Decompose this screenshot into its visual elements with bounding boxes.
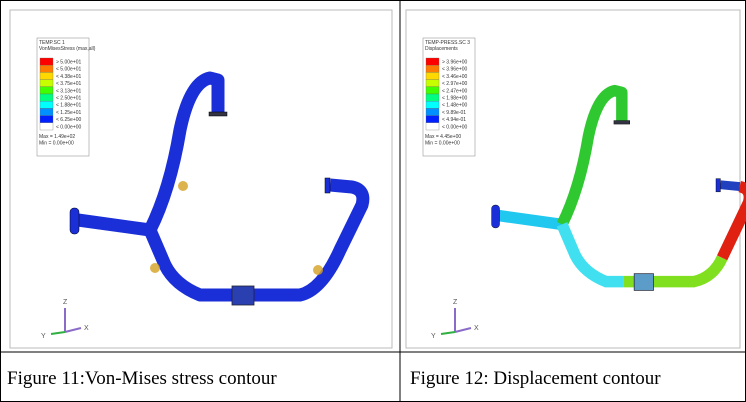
- page: TEMP.SC 1VonMisesStress (max,all)> 5.00e…: [0, 0, 746, 402]
- legend-label: < 9.89e-01: [442, 110, 466, 116]
- axis-label: X: [474, 325, 479, 332]
- axis-label: X: [84, 325, 89, 332]
- pipe: [720, 185, 739, 187]
- caption: Figure 11:Von-Mises stress contour: [7, 368, 277, 389]
- legend-label: < 3.75e+01: [56, 81, 82, 87]
- legend-swatch: [426, 123, 439, 130]
- axis-label: Z: [453, 299, 458, 306]
- legend-swatch: [40, 116, 53, 123]
- legend-label: > 3.96e+00: [442, 60, 468, 66]
- bellows: [634, 274, 653, 291]
- legend-label: < 2.97e+00: [442, 81, 468, 87]
- legend-header: Displacements: [425, 46, 458, 52]
- legend-label: < 3.96e+00: [442, 67, 468, 73]
- legend-swatch: [426, 87, 439, 94]
- legend-label: > 5.00e+01: [56, 60, 82, 66]
- legend-swatch: [426, 80, 439, 87]
- flange: [492, 205, 500, 228]
- axis-y: [441, 332, 455, 334]
- axis-x: [455, 328, 471, 332]
- legend-swatch: [40, 101, 53, 108]
- legend-header: VonMisesStress (max,all): [39, 46, 96, 52]
- pipe: [150, 185, 363, 295]
- flange: [614, 121, 630, 125]
- legend-swatch: [426, 94, 439, 101]
- legend-label: < 1.25e+01: [56, 110, 82, 116]
- legend-label: < 0.00e+00: [56, 124, 82, 130]
- legend-label: < 5.00e+01: [56, 67, 82, 73]
- legend-label: < 2.50e+01: [56, 96, 82, 102]
- pipe-model: [492, 91, 746, 291]
- legend-label: < 4.38e+01: [56, 74, 82, 80]
- legend-stat: Max = 1.49e+02: [39, 134, 75, 140]
- legend-swatch: [426, 72, 439, 79]
- pipe-model: [70, 78, 363, 305]
- flange: [209, 112, 227, 116]
- legend-swatch: [426, 116, 439, 123]
- legend-swatch: [40, 87, 53, 94]
- axis-y: [51, 332, 65, 334]
- pipe: [562, 224, 624, 281]
- legend-swatch: [40, 80, 53, 87]
- table-border: [1, 1, 746, 402]
- axis-x: [65, 328, 81, 332]
- pipe: [722, 187, 746, 258]
- bellows: [232, 286, 254, 305]
- pipe: [78, 220, 150, 230]
- legend-swatch: [426, 58, 439, 65]
- pipe: [562, 91, 622, 225]
- legend-swatch: [426, 108, 439, 115]
- pipe: [150, 78, 218, 230]
- legend-stat: Min = 0.00e+00: [39, 141, 74, 147]
- legend-swatch: [40, 65, 53, 72]
- legend-swatch: [40, 123, 53, 130]
- legend-swatch: [426, 101, 439, 108]
- legend-label: < 1.88e+01: [56, 103, 82, 109]
- caption: Figure 12: Displacement contour: [410, 368, 661, 389]
- legend-label: < 1.48e+00: [442, 103, 468, 109]
- legend-swatch: [40, 108, 53, 115]
- legend-label: < 3.13e+01: [56, 88, 82, 94]
- legend-label: < 2.47e+00: [442, 88, 468, 94]
- legend-stat: Min = 0.00e+00: [425, 141, 460, 147]
- legend-swatch: [40, 58, 53, 65]
- axis-label: Z: [63, 299, 68, 306]
- legend-swatch: [426, 65, 439, 72]
- flange: [325, 178, 330, 193]
- stress-spot: [150, 263, 160, 273]
- axis-label: Y: [431, 333, 436, 340]
- legend-swatch: [40, 72, 53, 79]
- legend-label: < 3.46e+00: [442, 74, 468, 80]
- pipe: [499, 216, 562, 225]
- legend-label: < 0.00e+00: [442, 124, 468, 130]
- legend-stat: Max = 4.45e+00: [425, 134, 461, 140]
- legend-swatch: [40, 94, 53, 101]
- flange: [70, 208, 79, 234]
- flange: [716, 179, 720, 192]
- legend-label: < 4.94e-01: [442, 117, 466, 123]
- axis-label: Y: [41, 333, 46, 340]
- stress-spot: [178, 181, 188, 191]
- stress-spot: [313, 265, 323, 275]
- legend-label: < 6.25e+00: [56, 117, 82, 123]
- legend-label: < 1.98e+00: [442, 96, 468, 102]
